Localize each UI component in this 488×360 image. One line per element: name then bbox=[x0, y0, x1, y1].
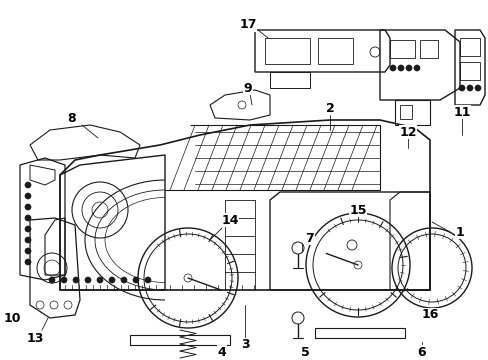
Text: 8: 8 bbox=[67, 112, 76, 125]
Bar bbox=[459, 38, 479, 56]
Text: 11: 11 bbox=[452, 105, 470, 118]
Circle shape bbox=[413, 65, 419, 71]
Text: 6: 6 bbox=[417, 346, 426, 359]
Text: 3: 3 bbox=[240, 338, 249, 351]
Circle shape bbox=[25, 237, 31, 243]
Text: 7: 7 bbox=[305, 231, 314, 244]
Bar bbox=[399, 105, 411, 119]
Text: 10: 10 bbox=[3, 311, 20, 324]
Circle shape bbox=[389, 65, 395, 71]
Circle shape bbox=[474, 85, 480, 91]
Text: 1: 1 bbox=[455, 225, 464, 238]
Circle shape bbox=[353, 261, 361, 269]
Text: 13: 13 bbox=[26, 332, 43, 345]
Circle shape bbox=[405, 65, 411, 71]
Circle shape bbox=[25, 226, 31, 232]
Circle shape bbox=[458, 85, 464, 91]
Circle shape bbox=[25, 182, 31, 188]
Circle shape bbox=[25, 215, 31, 221]
Circle shape bbox=[73, 277, 79, 283]
Circle shape bbox=[25, 248, 31, 254]
Text: 15: 15 bbox=[348, 203, 366, 216]
Text: 2: 2 bbox=[325, 102, 334, 114]
Text: 14: 14 bbox=[221, 213, 238, 226]
Circle shape bbox=[145, 277, 151, 283]
Circle shape bbox=[466, 85, 472, 91]
Circle shape bbox=[133, 277, 139, 283]
Text: 17: 17 bbox=[239, 18, 256, 31]
Circle shape bbox=[61, 277, 67, 283]
Text: 9: 9 bbox=[243, 81, 252, 94]
Circle shape bbox=[25, 193, 31, 199]
Bar bbox=[130, 335, 229, 345]
Circle shape bbox=[397, 65, 403, 71]
Circle shape bbox=[97, 277, 103, 283]
Circle shape bbox=[25, 259, 31, 265]
Text: 5: 5 bbox=[300, 346, 309, 359]
Circle shape bbox=[49, 277, 55, 283]
Bar bbox=[459, 62, 479, 80]
Bar bbox=[419, 40, 437, 58]
Circle shape bbox=[109, 277, 115, 283]
Circle shape bbox=[25, 204, 31, 210]
Bar bbox=[389, 40, 414, 58]
Circle shape bbox=[85, 277, 91, 283]
Bar bbox=[317, 38, 352, 64]
Circle shape bbox=[183, 274, 192, 282]
Text: 12: 12 bbox=[398, 126, 416, 139]
Bar bbox=[314, 328, 404, 338]
Circle shape bbox=[121, 277, 127, 283]
Text: 16: 16 bbox=[421, 309, 438, 321]
Text: 4: 4 bbox=[217, 346, 226, 359]
Bar bbox=[264, 38, 309, 64]
